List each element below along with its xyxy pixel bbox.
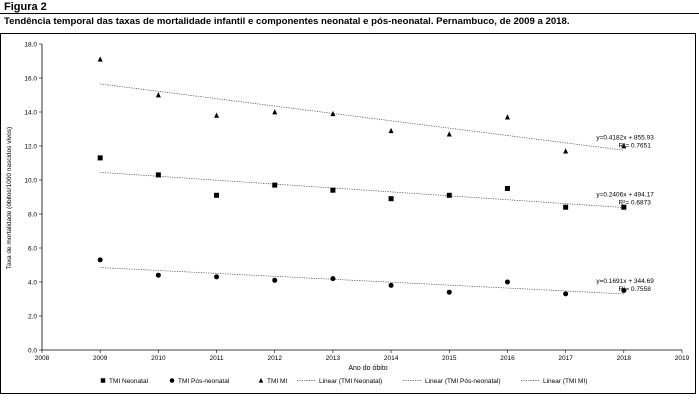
x-tick-label: 2010 [151, 355, 166, 362]
data-point [621, 143, 627, 149]
data-point [97, 56, 103, 62]
data-point [504, 114, 510, 120]
data-point [155, 172, 161, 178]
x-tick-label: 2016 [500, 355, 515, 362]
trendline [100, 172, 624, 208]
data-point [214, 192, 220, 198]
data-point [272, 109, 278, 115]
figure-title: Tendência temporal das taxas de mortalid… [4, 16, 570, 27]
legend-marker [169, 378, 175, 383]
chart-axes [41, 44, 682, 351]
x-tick-label: 2017 [558, 355, 573, 362]
trend-equation: y=0.2406x + 494.17 [596, 192, 654, 199]
legend-label: TMI MI [267, 378, 287, 385]
data-point [504, 186, 510, 191]
data-point [621, 288, 627, 293]
legend-label: Linear (TMI Neonatal) [319, 378, 382, 385]
data-point [563, 148, 569, 154]
y-tick-label: 10.0 [24, 178, 37, 185]
y-tick-label: 0.0 [28, 348, 37, 355]
data-point [97, 257, 103, 263]
legend-label: Linear (TMI Pós-neonatal) [425, 378, 501, 385]
data-point [330, 187, 336, 193]
data-point [446, 192, 452, 198]
x-tick-label: 2013 [326, 355, 341, 362]
data-point [388, 127, 394, 134]
data-point [272, 277, 278, 283]
chart-frame [0, 33, 696, 394]
data-point [97, 155, 103, 161]
trend-equation: y=0.1691x + 344.69 [596, 278, 654, 285]
data-point [446, 131, 452, 137]
trend-r-squared: R²= 0.7558 [618, 286, 651, 293]
chart-legend: TMI Neonatal TMI Pós-neonatal TMI MI Linear… [100, 377, 587, 385]
x-tick-label: 2015 [442, 355, 457, 362]
y-axis-label: Taxa de mortalidade (óbitos/1000 nascido… [6, 127, 13, 269]
trend-r-squared: R²= 0.6873 [618, 200, 651, 207]
y-tick-label: 6.0 [28, 246, 37, 253]
y-tick-label: 8.0 [28, 212, 37, 219]
data-point [563, 204, 569, 210]
data-point [155, 272, 161, 278]
data-point [214, 112, 220, 118]
x-tick-label: 2014 [384, 355, 399, 362]
data-point [504, 279, 510, 285]
y-tick-label: 14.0 [24, 110, 37, 117]
trendline [100, 83, 624, 151]
legend-label: TMI Pós-neonatal [178, 378, 230, 385]
x-tick-label: 2012 [267, 355, 282, 362]
trendline [100, 267, 624, 295]
figure-label: Figura 2 [4, 1, 47, 13]
data-point [388, 196, 394, 202]
x-tick-label: 2011 [210, 355, 224, 362]
data-point [563, 291, 569, 297]
figure-title-rule [0, 13, 699, 14]
x-tick-label: 2018 [617, 355, 632, 362]
data-point [155, 92, 161, 98]
data-point [388, 282, 394, 288]
y-tick-label: 18.0 [24, 42, 37, 49]
chart-ticks: 0.0 2.0 4.0 6.0 8.0 10.0 12.0 14.0 16.0 18.0 2008 2… [24, 42, 689, 363]
trend-equation: y=0.4182x + 855.93 [596, 134, 654, 141]
trend-r-squared: R²= 0.7651 [618, 142, 651, 149]
x-tick-label: 2009 [93, 355, 108, 362]
data-point [272, 182, 278, 188]
y-tick-label: 12.0 [24, 144, 37, 151]
data-point [621, 204, 627, 210]
y-tick-label: 16.0 [24, 76, 37, 83]
x-tick-label: 2019 [675, 355, 690, 362]
x-axis-label: Ano do óbito [348, 365, 387, 372]
data-point [330, 110, 336, 117]
y-tick-label: 2.0 [28, 314, 37, 321]
legend-marker [100, 378, 106, 383]
data-point [214, 274, 220, 280]
data-points [97, 56, 627, 297]
x-tick-label: 2008 [35, 355, 50, 362]
data-point [330, 276, 336, 282]
legend-label: Linear (TMI MI) [543, 378, 587, 385]
trendlines [100, 83, 624, 295]
legend-marker [258, 377, 264, 383]
legend-label: TMI Neonatal [109, 378, 149, 385]
y-tick-label: 4.0 [28, 280, 37, 287]
data-point [446, 289, 452, 295]
